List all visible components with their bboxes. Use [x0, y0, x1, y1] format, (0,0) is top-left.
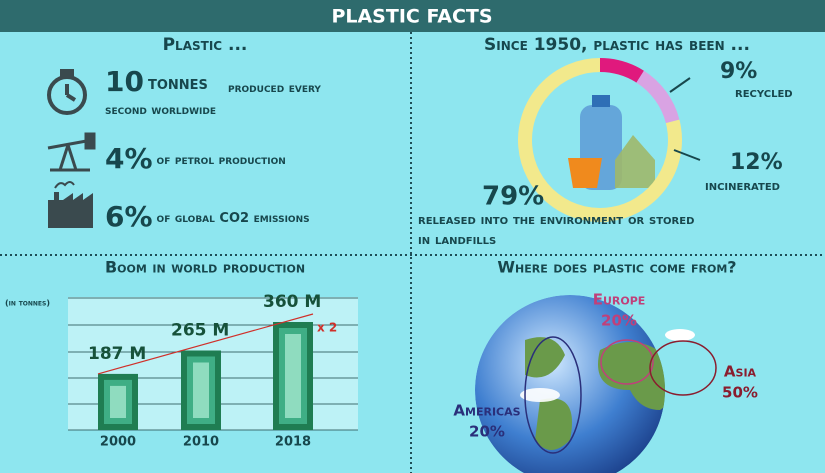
bar-inner: [193, 362, 209, 418]
bottles-icon: [568, 95, 655, 190]
bar-inner: [285, 334, 301, 418]
header-bar: [0, 0, 825, 32]
fact-desc: of petrol production: [157, 153, 286, 168]
fact-desc-line: produced every: [228, 81, 321, 96]
donut-segment: [518, 58, 682, 222]
x-tick-label: 2000: [100, 435, 136, 450]
donut-segment: [636, 70, 680, 124]
trend-line: [97, 313, 314, 375]
donut-segment: [599, 58, 644, 83]
oil-pump-icon: [47, 132, 96, 172]
fact-text: 10 tonnes: [105, 65, 208, 98]
fact-text: produced every second worldwide: [105, 81, 321, 118]
fact-text: 6% of global CO2 emissions: [105, 200, 310, 233]
fact-text: 4% of petrol production: [105, 142, 286, 175]
category-label: released into the environment or stored …: [418, 212, 695, 248]
fact-unit: tonnes: [148, 72, 208, 94]
fact-value: 4%: [105, 142, 153, 175]
annotation: x 2: [317, 321, 337, 335]
fact-value: 10: [105, 65, 144, 98]
region-name: Asia: [724, 363, 757, 381]
value-label: 12%: [730, 150, 783, 175]
panel-title: Where does plastic come from?: [497, 258, 736, 277]
value-label: 79%: [482, 182, 544, 212]
category-label: recycled: [735, 85, 793, 101]
region-value: 20%: [469, 423, 505, 441]
value-label: 265 M: [171, 321, 229, 341]
fact-desc: of global CO2 emissions: [157, 211, 310, 226]
region-circle: [649, 340, 717, 396]
cloud: [665, 329, 695, 341]
factory-icon: [48, 181, 93, 228]
panel-title: Boom in world production: [105, 258, 305, 277]
fact-desc-line: second worldwide: [105, 103, 216, 118]
leader-line: [669, 77, 691, 93]
page-title: PLASTIC FACTS: [331, 6, 492, 28]
category-label-box: released into the environment or stored …: [418, 212, 695, 248]
category-label: incinerated: [705, 178, 780, 194]
region-circle: [600, 339, 654, 385]
value-label: 360 M: [263, 292, 321, 312]
fact-value: 6%: [105, 200, 153, 233]
value-label: 187 M: [88, 344, 146, 364]
region-name: Europe: [593, 291, 646, 309]
stopwatch-icon: [47, 69, 87, 115]
panel-title: Since 1950, plastic has been ...: [484, 35, 750, 55]
panel-title: Plastic ...: [163, 35, 248, 55]
y-axis-label: (in tonnes): [5, 299, 50, 308]
region-value: 20%: [601, 312, 637, 330]
bar-inner: [110, 385, 126, 418]
region-name: Americas: [453, 402, 520, 420]
x-tick-label: 2018: [275, 435, 311, 450]
globe: [475, 295, 665, 473]
leader-line: [673, 149, 701, 161]
region-circle: [524, 336, 582, 454]
region-value: 50%: [722, 384, 758, 402]
value-label: 9%: [720, 59, 757, 84]
x-tick-label: 2010: [183, 435, 219, 450]
